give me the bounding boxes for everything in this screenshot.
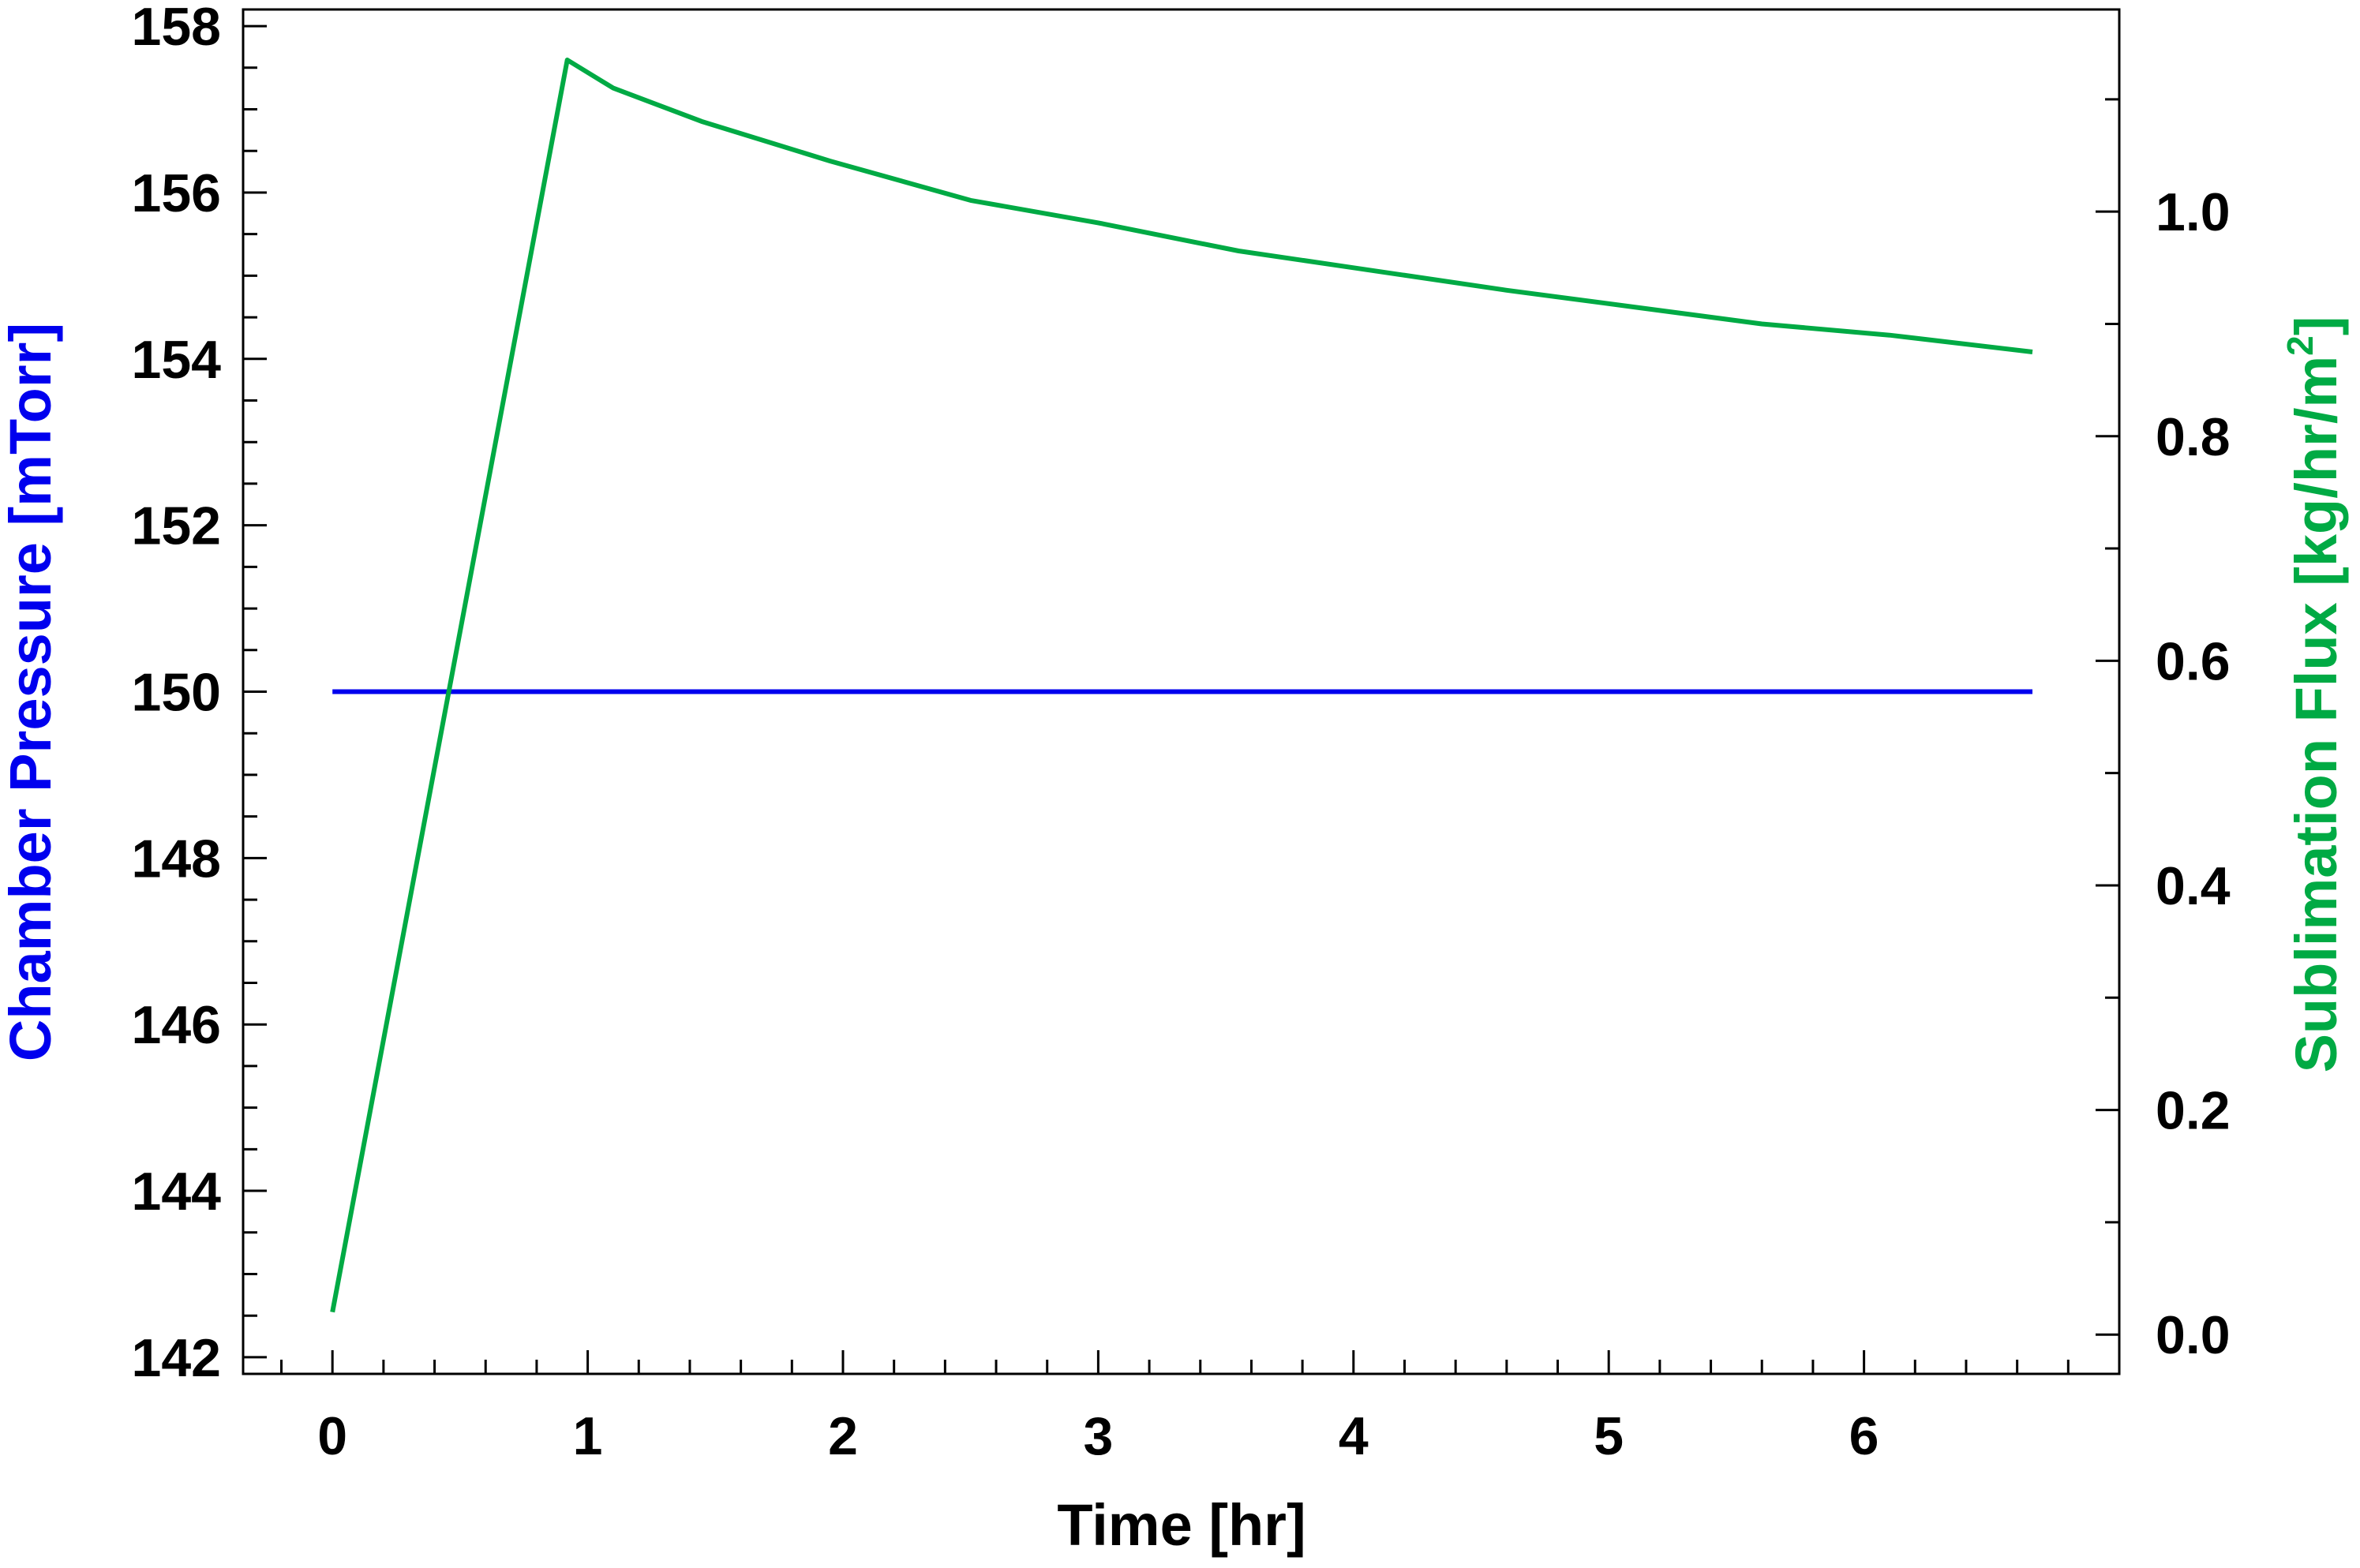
right-y-axis-title: Sublimation Flux [kg/hr/m2]	[2279, 316, 2349, 1073]
left-y-axis-title: Chamber Pressure [mTorr]	[0, 323, 63, 1061]
y-right-tick-label: 0.8	[2156, 407, 2231, 467]
y-right-tick-label: 0.6	[2156, 631, 2231, 691]
series-layer	[330, 58, 2033, 1313]
x-tick-label: 1	[573, 1406, 603, 1466]
y-right-tick-label: 0.4	[2156, 856, 2231, 916]
y-right-tick-label: 0.2	[2156, 1081, 2231, 1141]
y-right-tick-label: 1.0	[2156, 182, 2231, 242]
y-left-tick-label: 156	[132, 163, 221, 223]
y-left-tick-label: 148	[132, 829, 221, 889]
y-left-tick-label: 154	[132, 330, 222, 390]
y-right-tick-label: 0.0	[2156, 1305, 2231, 1365]
x-tick-label: 6	[1849, 1406, 1879, 1466]
x-tick-label: 3	[1083, 1406, 1113, 1466]
right-y-axis-title-main: Sublimation Flux [kg/hr/m	[2283, 356, 2349, 1073]
y-left-tick-label: 150	[132, 663, 221, 723]
right-y-axis-title-tail: ]	[2283, 316, 2349, 336]
y-left-tick-label: 142	[132, 1328, 221, 1388]
y-left-tick-label: 158	[132, 0, 221, 57]
x-axis-ticks: 0 1 2 3 4 5 6	[280, 1350, 2070, 1466]
y-left-tick-label: 152	[132, 496, 221, 556]
x-tick-label: 2	[828, 1406, 858, 1466]
x-tick-label: 0	[317, 1406, 347, 1466]
y-left-tick-label: 144	[132, 1162, 222, 1222]
left-y-axis-ticks: 142 144 146 148 150 152 154 156 158	[132, 0, 267, 1388]
x-axis-title: Time [hr]	[1057, 1492, 1305, 1558]
y-left-tick-label: 146	[132, 995, 221, 1055]
right-y-axis-title-sup: 2	[2279, 335, 2321, 356]
x-tick-label: 5	[1594, 1406, 1624, 1466]
x-tick-label: 4	[1339, 1406, 1369, 1466]
sublimation-flux-line	[330, 58, 2033, 1313]
right-y-axis-ticks: 0.0 0.2 0.4 0.6 0.8 1.0	[2096, 98, 2231, 1365]
